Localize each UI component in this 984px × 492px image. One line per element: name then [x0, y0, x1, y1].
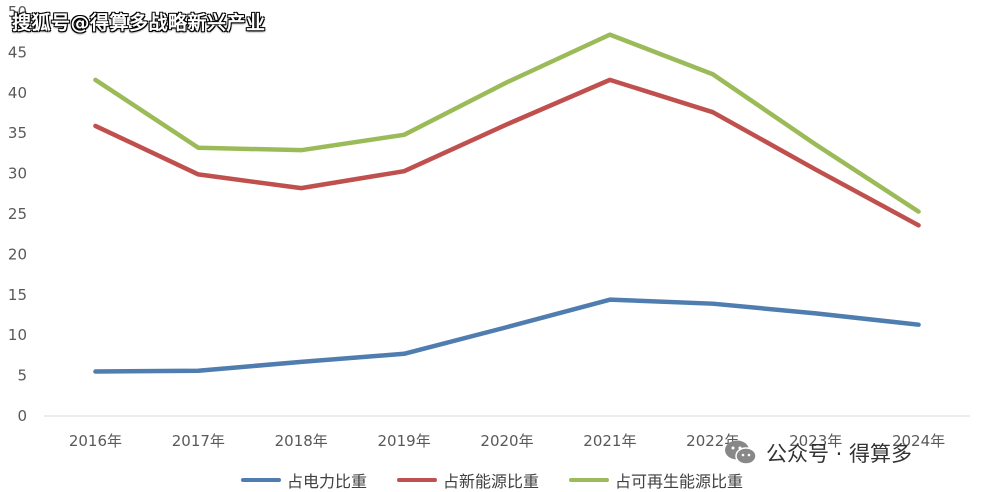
x-tick-label: 2023年: [789, 432, 842, 450]
y-tick-label: 35: [8, 124, 27, 142]
x-tick-label: 2020年: [480, 432, 533, 450]
legend-swatch: [396, 478, 437, 482]
series-line-0: [93, 297, 921, 374]
y-tick-label: 25: [8, 205, 27, 223]
series-line-2: [93, 32, 921, 214]
y-tick-label: 10: [8, 326, 27, 344]
y-tick-label: 20: [8, 245, 27, 263]
x-tick-label: 2022年: [686, 432, 739, 450]
legend-swatch: [569, 478, 609, 482]
y-tick-label: 45: [8, 43, 27, 61]
chart-legend: 占电力比重 占新能源比重 占可再生能源比重: [0, 468, 984, 492]
x-axis-ticks: 2016年 2017年 2018年 2019年 2020年 2021年 2022年 2023年…: [69, 432, 945, 450]
y-axis-ticks: 0 5 10 15 20 25 30 35 40 45 50: [8, 3, 27, 425]
legend-item: 占新能源比重: [396, 468, 539, 492]
wechat-icon: [725, 440, 757, 465]
watermark-bottom: 公众号 · 得算多: [724, 438, 912, 468]
y-tick-label: 50: [8, 3, 27, 21]
series-line-1: [93, 77, 921, 228]
y-tick-label: 0: [17, 407, 27, 425]
legend-label: 占可再生能源比重: [615, 472, 744, 491]
legend-item: 占电力比重: [240, 468, 367, 492]
x-tick-label: 2018年: [275, 432, 328, 450]
series-lines: [93, 32, 921, 374]
x-tick-label: 2021年: [583, 432, 636, 450]
legend-item: 占可再生能源比重: [569, 468, 743, 492]
watermark-top: 搜狐号@得算多战略新兴产业: [12, 12, 266, 34]
x-tick-label: 2019年: [378, 432, 431, 450]
legend-swatch: [240, 478, 281, 482]
x-tick-label: 2017年: [172, 432, 225, 450]
y-tick-label: 5: [17, 367, 27, 385]
y-tick-label: 30: [8, 165, 27, 183]
x-tick-label: 2024年: [892, 432, 945, 450]
y-tick-label: 15: [8, 286, 27, 304]
legend-label: 占电力比重: [286, 472, 367, 491]
watermark-bottom-text: 公众号 · 得算多: [766, 442, 913, 466]
x-tick-label: 2016年: [69, 432, 122, 450]
y-tick-label: 40: [8, 84, 27, 102]
legend-label: 占新能源比重: [442, 472, 539, 491]
